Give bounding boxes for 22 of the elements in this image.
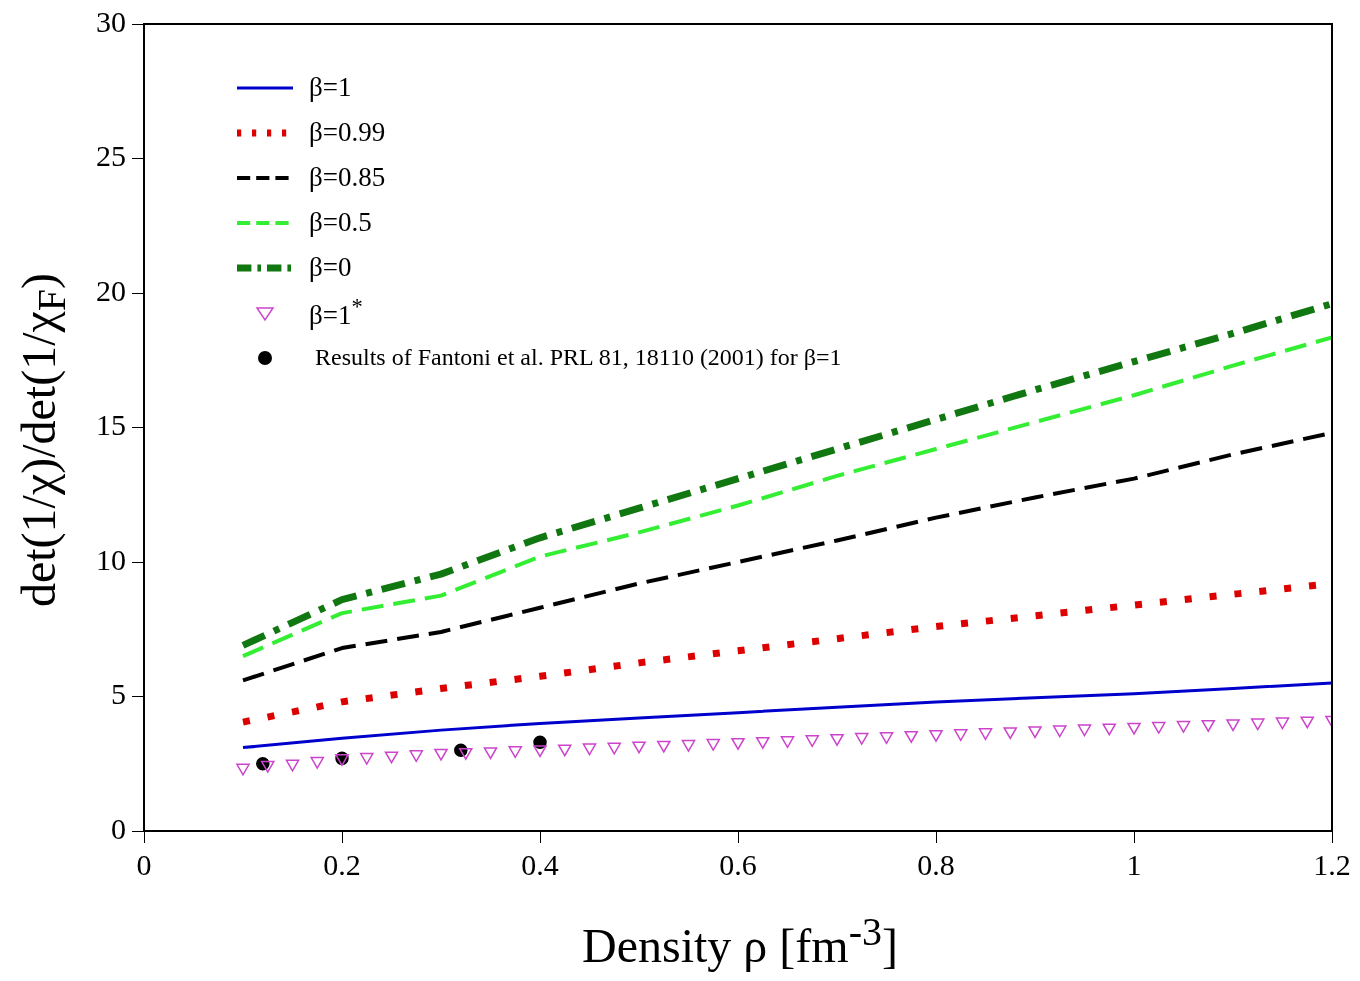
x-tick-label: 0.2 bbox=[323, 847, 361, 881]
y-tick-label: 0 bbox=[111, 811, 126, 845]
y-tick-label: 20 bbox=[96, 273, 126, 307]
legend-label: β=0.85 bbox=[309, 162, 386, 193]
x-tick-label: 1.2 bbox=[1313, 847, 1351, 881]
y-tick-label: 30 bbox=[96, 4, 126, 38]
legend-label: β=1 bbox=[309, 72, 352, 103]
legend-label: β=0.5 bbox=[309, 207, 372, 238]
x-tick-label: 0 bbox=[136, 847, 152, 881]
x-axis-title: Density ρ [fm$^{-3}$] bbox=[581, 908, 899, 973]
x-tick-label: 0.8 bbox=[917, 847, 955, 881]
legend-label: β=1$^{*}$ bbox=[309, 294, 363, 331]
x-tick-label: 0.6 bbox=[719, 847, 757, 881]
legend-label: β=0 bbox=[309, 252, 352, 283]
legend-label: β=0.99 bbox=[309, 117, 386, 148]
y-tick-label: 10 bbox=[96, 542, 126, 576]
y-tick-label: 25 bbox=[96, 139, 126, 173]
legend-label: Results of Fantoni et al. PRL 81, 18110 (2001) for β=1 bbox=[315, 344, 842, 371]
x-tick-label: 0.4 bbox=[521, 847, 559, 881]
y-tick-label: 15 bbox=[96, 408, 126, 442]
x-tick-label: 1 bbox=[1126, 847, 1142, 881]
y-tick-label: 5 bbox=[111, 677, 126, 711]
